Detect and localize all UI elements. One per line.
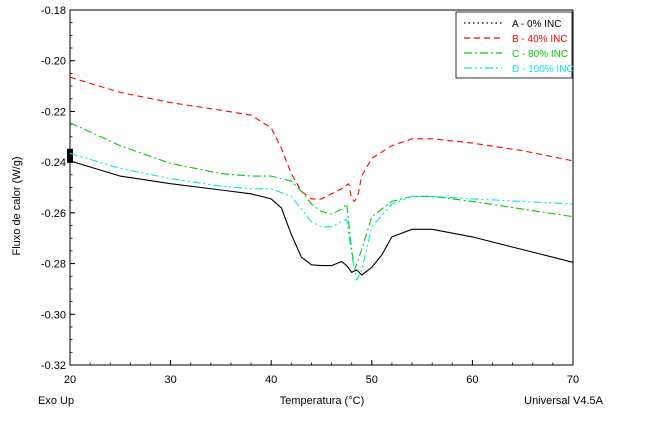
y-tick-label: -0.32 [41,360,66,372]
legend: A - 0% INC B - 40% INC C - 80% INC D - 100%… [455,11,574,79]
x-tick-label: 20 [64,374,76,386]
legend-label: B - 40% INC [512,34,568,45]
exo-up-label: Exo Up [38,395,74,407]
series-line-d [69,152,574,281]
series-line-a [69,160,574,276]
universal-version-label: Universal V4.5A [524,395,604,407]
x-tick-label: 40 [265,374,277,386]
y-tick-label: -0.18 [41,5,66,17]
x-tick-label: 70 [567,374,579,386]
legend-label: C - 80% INC [512,49,568,60]
y-tick-label: -0.20 [41,56,66,68]
x-tick-label: 60 [466,374,478,386]
y-tick-label: -0.28 [41,259,66,271]
y-tick-label: -0.30 [41,309,66,321]
series-line-c [69,122,574,271]
y-tick-label: -0.22 [41,106,66,118]
x-tick-label: 50 [366,374,378,386]
axis-start-marker [67,148,73,163]
x-tick-label: 30 [164,374,176,386]
series-line-b [69,76,574,202]
y-tick-label: -0.26 [41,208,66,220]
legend-label: A - 0% INC [512,19,561,30]
y-axis-title: Fluxo de calor (W/g) [11,156,23,255]
axis-ticks: -0.18 -0.20 -0.22 -0.24 -0.26 -0.28 -0.30 -0.32… [41,5,579,386]
legend-box [455,11,573,79]
legend-label: D - 100% INC [512,64,574,75]
series-layer [69,76,574,281]
y-tick-label: -0.24 [41,157,66,169]
x-axis-title: Temperatura (°C) [280,395,364,407]
